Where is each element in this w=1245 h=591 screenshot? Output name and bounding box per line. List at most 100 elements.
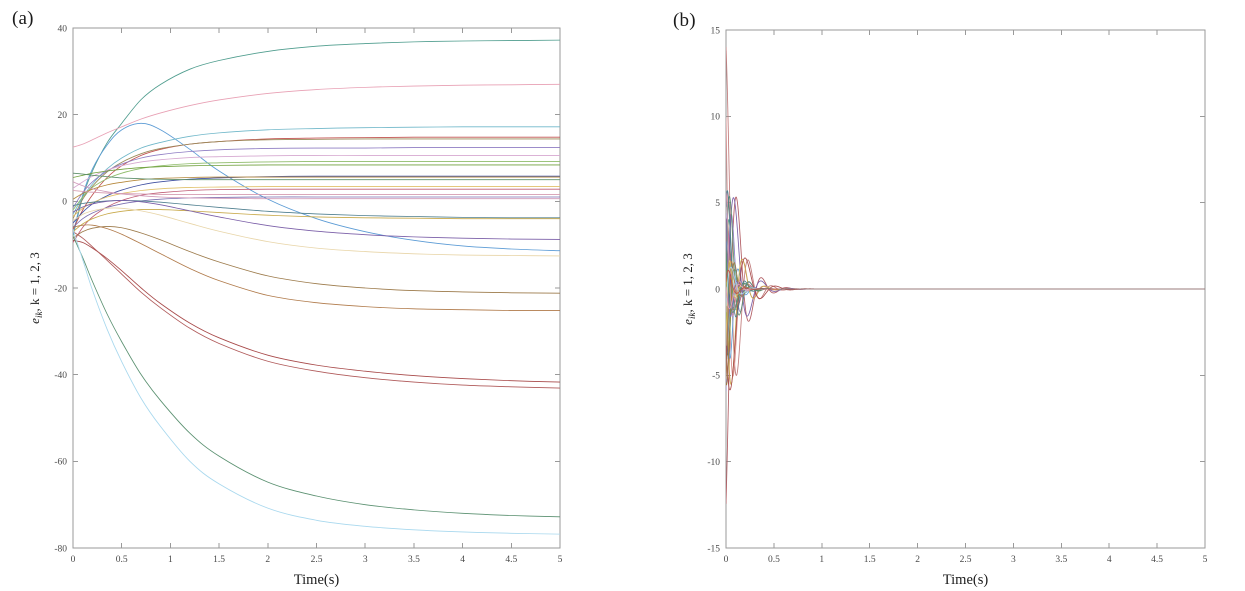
x-tick-label: 1 bbox=[168, 555, 173, 565]
x-tick-label: 2 bbox=[915, 555, 920, 565]
error-trace bbox=[73, 186, 560, 217]
error-trace bbox=[73, 229, 560, 535]
error-trace bbox=[726, 261, 1205, 380]
x-tick-label: 3.5 bbox=[1055, 555, 1067, 565]
trace-group-b bbox=[726, 46, 1205, 504]
error-trace bbox=[726, 252, 1205, 385]
x-tick-label: 5 bbox=[1203, 555, 1208, 565]
error-trace bbox=[73, 226, 560, 294]
x-tick-label: 3 bbox=[363, 555, 368, 565]
y-tick-label: 15 bbox=[711, 26, 721, 36]
x-tick-label: 0.5 bbox=[116, 555, 128, 565]
panel-a-tag: (a) bbox=[12, 8, 34, 29]
error-trace bbox=[73, 122, 560, 252]
plot-b-canvas: 0 0.5 1 1.5 2 2.5 3 3.5 4 4.5 5 15 10 5 0 -5 -10 -15 Time(… bbox=[680, 26, 1208, 588]
y-tick-label: 40 bbox=[58, 24, 68, 34]
error-trace bbox=[726, 266, 1205, 360]
x-axis-title: Time(s) bbox=[294, 572, 340, 588]
error-trace bbox=[726, 262, 1205, 386]
panel-b-tag: (b) bbox=[673, 10, 696, 31]
error-trace bbox=[726, 257, 1205, 308]
error-trace bbox=[73, 172, 560, 181]
error-trace bbox=[73, 181, 560, 200]
panel-a: (a) 0 0.5 1 1.5 2 2.5 3 3.5 4 4.5 5 40 20 0 -20 -40 -60 -… bbox=[12, 8, 563, 588]
error-trace bbox=[73, 154, 560, 189]
x-tick-label: 0.5 bbox=[768, 555, 780, 565]
error-trace bbox=[73, 200, 560, 240]
y-tick-label: 0 bbox=[62, 198, 67, 208]
error-trace bbox=[73, 83, 560, 148]
error-trace bbox=[726, 218, 1205, 308]
x-tick-label: 3 bbox=[1011, 555, 1016, 565]
error-trace bbox=[726, 196, 1205, 504]
error-trace bbox=[726, 46, 1205, 376]
y-axis: 40 20 0 -20 -40 -60 -80 bbox=[54, 24, 560, 554]
x-tick-label: 2 bbox=[265, 555, 270, 565]
error-trace bbox=[726, 219, 1205, 311]
y-tick-label: 5 bbox=[715, 199, 720, 209]
x-tick-label: 4.5 bbox=[505, 555, 517, 565]
error-trace bbox=[726, 269, 1205, 356]
y-tick-label: 10 bbox=[711, 113, 721, 123]
plot-a-canvas: 0 0.5 1 1.5 2 2.5 3 3.5 4 4.5 5 40 20 0 -20 -40 -60 -80 Ti… bbox=[27, 24, 563, 588]
x-tick-label: 2.5 bbox=[960, 555, 972, 565]
error-trace bbox=[726, 196, 1205, 316]
error-trace bbox=[726, 284, 1205, 310]
error-trace bbox=[726, 269, 1205, 294]
x-axis: 0 0.5 1 1.5 2 2.5 3 3.5 4 4.5 5 bbox=[724, 30, 1208, 565]
x-axis: 0 0.5 1 1.5 2 2.5 3 3.5 4 4.5 5 bbox=[71, 28, 563, 565]
error-trace bbox=[73, 136, 560, 230]
x-tick-label: 0 bbox=[71, 555, 76, 565]
error-trace bbox=[73, 161, 560, 211]
svg-text:eik, k = 1, 2, 3: eik, k = 1, 2, 3 bbox=[27, 252, 44, 324]
error-trace bbox=[726, 238, 1205, 359]
x-axis-title: Time(s) bbox=[943, 572, 989, 588]
error-trace bbox=[73, 224, 560, 312]
x-tick-label: 0 bbox=[724, 555, 729, 565]
error-trace bbox=[73, 190, 560, 195]
y-tick-label: -5 bbox=[712, 372, 720, 382]
y-tick-label: 20 bbox=[58, 111, 68, 121]
y-tick-label: -10 bbox=[707, 458, 720, 468]
error-trace bbox=[726, 190, 1205, 318]
x-tick-label: 1.5 bbox=[213, 555, 225, 565]
error-trace bbox=[73, 207, 560, 257]
svg-text:eik, k = 1, 2, 3: eik, k = 1, 2, 3 bbox=[680, 253, 697, 325]
error-trace bbox=[726, 213, 1205, 392]
x-tick-label: 1.5 bbox=[864, 555, 876, 565]
error-trace bbox=[73, 164, 560, 178]
panel-b: (b) 0 0.5 1 1.5 2 2.5 3 3.5 4 4.5 5 15 10 5 0 -5 -10 -15 T… bbox=[625, 0, 1245, 591]
error-trace bbox=[726, 219, 1205, 311]
error-trace bbox=[726, 252, 1205, 313]
error-trace bbox=[726, 270, 1205, 358]
y-axis-title: eik, k = 1, 2, 3 bbox=[27, 252, 44, 324]
x-tick-label: 4 bbox=[1107, 555, 1112, 565]
y-tick-label: -15 bbox=[707, 544, 720, 554]
error-trace bbox=[726, 266, 1205, 307]
error-trace bbox=[726, 192, 1205, 317]
axes-frame bbox=[72, 27, 561, 549]
x-tick-label: 3.5 bbox=[408, 555, 420, 565]
error-trace bbox=[726, 228, 1205, 309]
y-tick-label: -40 bbox=[54, 371, 67, 381]
y-tick-label: -20 bbox=[54, 284, 67, 294]
error-trace bbox=[726, 260, 1205, 346]
error-trace bbox=[73, 175, 560, 224]
error-trace bbox=[726, 270, 1205, 336]
y-tick-label: -80 bbox=[54, 544, 67, 554]
trace-group-a bbox=[73, 39, 560, 535]
error-trace bbox=[73, 138, 560, 220]
error-trace bbox=[726, 257, 1205, 391]
error-trace bbox=[73, 196, 560, 228]
error-trace bbox=[726, 213, 1205, 318]
y-axis-title: eik, k = 1, 2, 3 bbox=[680, 253, 697, 325]
error-trace bbox=[73, 239, 560, 383]
x-tick-label: 1 bbox=[819, 555, 824, 565]
error-trace bbox=[73, 235, 560, 518]
y-tick-label: -60 bbox=[54, 458, 67, 468]
x-tick-label: 2.5 bbox=[311, 555, 323, 565]
error-trace bbox=[73, 208, 560, 233]
x-tick-label: 5 bbox=[558, 555, 563, 565]
error-trace bbox=[73, 176, 560, 200]
